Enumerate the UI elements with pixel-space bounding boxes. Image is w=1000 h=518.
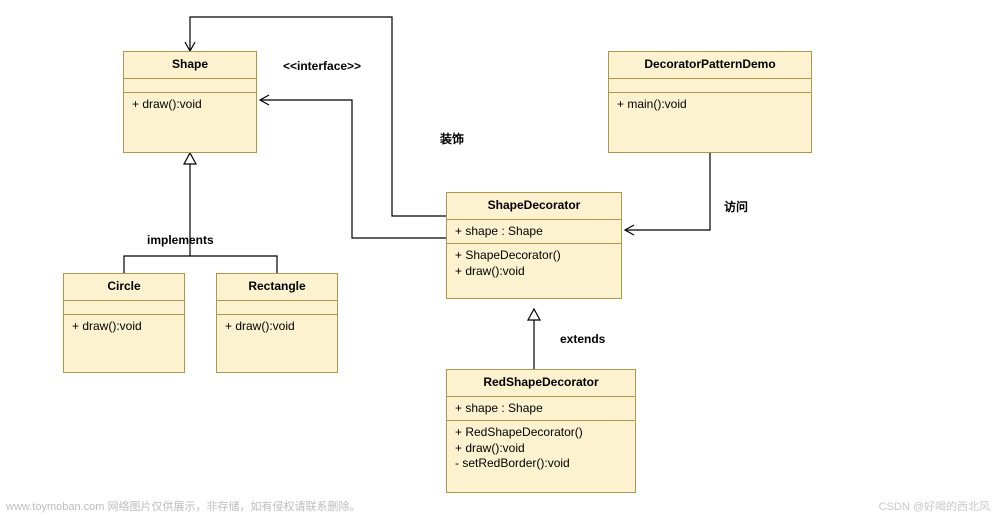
label-implements: implements (147, 233, 214, 247)
diagram-canvas: Shape+ draw():voidCircle+ draw():voidRec… (0, 0, 1000, 518)
op: + draw():void (72, 319, 176, 335)
class-name: DecoratorPatternDemo (609, 52, 811, 78)
op: + draw():void (225, 319, 329, 335)
class-name: Rectangle (217, 274, 337, 300)
label-stereotype: <<interface>> (283, 59, 361, 73)
class-name: RedShapeDecorator (447, 370, 635, 396)
class-redshape: RedShapeDecorator + shape : Shape + RedSha… (446, 369, 636, 493)
class-attrs (609, 78, 811, 92)
op: + ShapeDecorator() (455, 248, 613, 264)
attr: + shape : Shape (455, 224, 613, 240)
class-attrs (217, 300, 337, 314)
class-ops: + draw():void (64, 314, 184, 339)
class-shapedec: ShapeDecorator + shape : Shape + ShapeDeco… (446, 192, 622, 299)
class-ops: + draw():void (124, 92, 256, 117)
footer-right: CSDN @好喝的西北风 (879, 498, 990, 514)
op: + draw():void (455, 441, 627, 457)
op: + draw():void (455, 264, 613, 280)
class-circle: Circle + draw():void (63, 273, 185, 373)
op: + draw():void (132, 97, 248, 113)
op: - setRedBorder():void (455, 456, 627, 472)
op: + main():void (617, 97, 803, 113)
class-ops: + ShapeDecorator()+ draw():void (447, 243, 621, 283)
footer-left: www.toymoban.com 网络图片仅供展示，非存储，如有侵权请联系删除。 (6, 498, 360, 514)
class-rectangle: Rectangle + draw():void (216, 273, 338, 373)
class-name: ShapeDecorator (447, 193, 621, 219)
class-ops: + RedShapeDecorator()+ draw():void- setR… (447, 420, 635, 476)
label-visit: 访问 (724, 198, 748, 215)
class-ops: + main():void (609, 92, 811, 117)
class-attrs (64, 300, 184, 314)
class-shape: Shape + draw():void (123, 51, 257, 153)
class-name: Shape (124, 52, 256, 78)
class-demo: DecoratorPatternDemo + main():void (608, 51, 812, 153)
class-attrs (124, 78, 256, 92)
label-decorate: 装饰 (440, 130, 464, 147)
op: + RedShapeDecorator() (455, 425, 627, 441)
class-attrs: + shape : Shape (447, 219, 621, 244)
class-name: Circle (64, 274, 184, 300)
attr: + shape : Shape (455, 401, 627, 417)
class-ops: + draw():void (217, 314, 337, 339)
class-attrs: + shape : Shape (447, 396, 635, 421)
label-extends: extends (560, 332, 605, 346)
